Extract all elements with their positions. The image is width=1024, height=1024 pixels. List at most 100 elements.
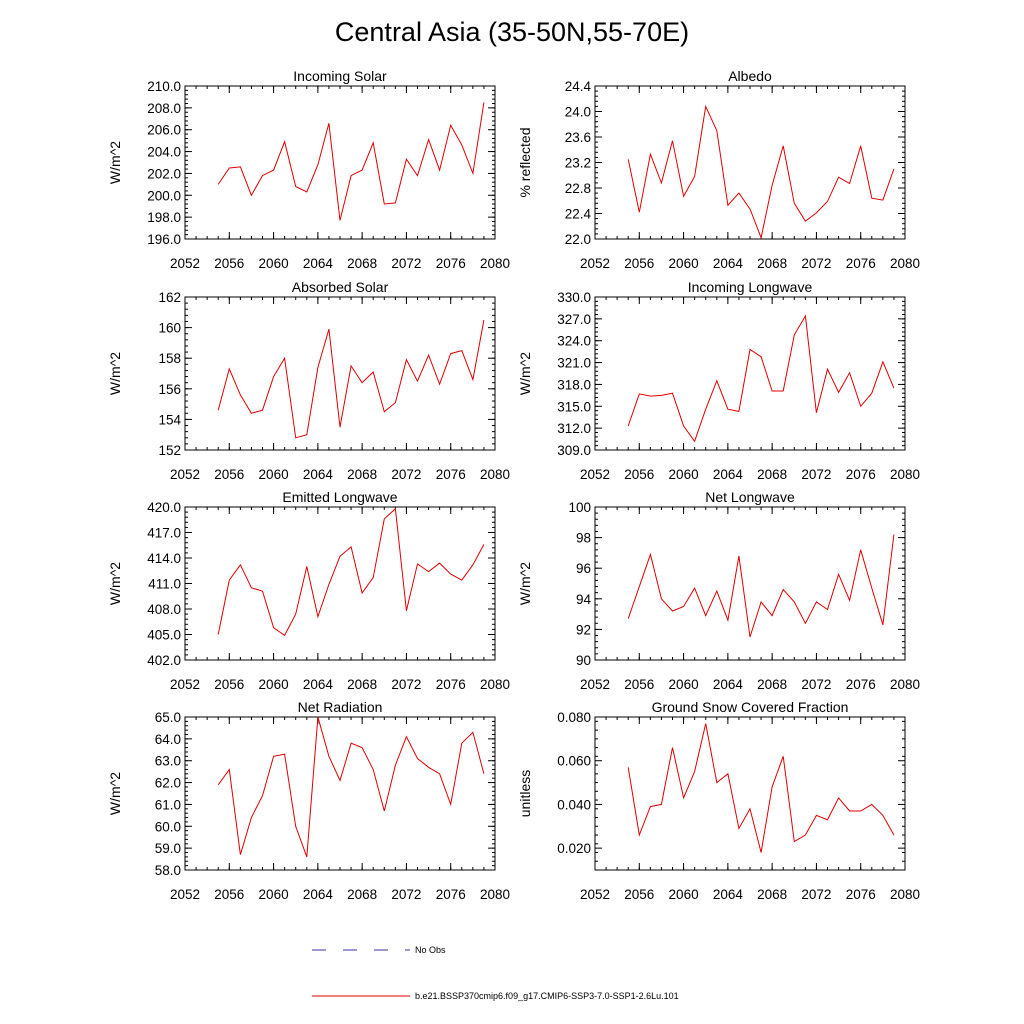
- x-tick-label: 2060: [669, 467, 699, 482]
- plot-frame: [184, 506, 496, 661]
- series-line: [217, 102, 485, 221]
- x-tick-label: 2080: [890, 467, 920, 482]
- figure-title: Central Asia (35-50N,55-70E): [335, 17, 689, 47]
- y-tick-label: 0.040: [557, 797, 591, 812]
- panel: 2052 2056 2060 2064 2068 2072 2076 2080 309.0 312…: [517, 279, 920, 482]
- x-tick-label: 2064: [713, 256, 744, 271]
- x-tick-label: 2072: [391, 677, 421, 692]
- y-tick-label: 61.0: [155, 797, 181, 812]
- x-tick-label: 2064: [303, 256, 334, 271]
- y-tick-label: 96: [576, 561, 591, 576]
- panel-title: Incoming Solar: [293, 68, 387, 84]
- x-tick-label: 2056: [214, 887, 244, 902]
- y-axis-label: unitless: [517, 770, 533, 817]
- x-tick-label: 2052: [170, 467, 200, 482]
- series-line: [627, 534, 895, 638]
- legend: No Obs b.e21.BSSP370cmip6.f09_g17.CMIP6-…: [312, 945, 679, 1001]
- y-tick-label: 58.0: [155, 863, 181, 878]
- x-tick-label: 2060: [669, 256, 699, 271]
- panel: 2052 2056 2060 2064 2068 2072 2076 2080 22.0 22.4…: [517, 68, 920, 271]
- x-tick-label: 2068: [757, 677, 787, 692]
- x-tick-label: 2076: [846, 887, 876, 902]
- panel-title: Incoming Longwave: [688, 279, 813, 295]
- y-tick-label: 405.0: [147, 628, 181, 643]
- panel: 2052 2056 2060 2064 2068 2072 2076 2080 196.0 198…: [107, 68, 510, 271]
- y-tick-label: 402.0: [147, 653, 181, 668]
- y-tick-label: 100: [568, 500, 591, 515]
- y-tick-label: 198.0: [147, 210, 181, 225]
- y-tick-label: 420.0: [147, 500, 181, 515]
- x-tick-label: 2068: [347, 677, 377, 692]
- x-tick-label: 2072: [801, 467, 831, 482]
- x-tick-label: 2064: [303, 467, 334, 482]
- x-tick-label: 2076: [846, 256, 876, 271]
- x-tick-label: 2068: [347, 887, 377, 902]
- x-tick-label: 2076: [846, 677, 876, 692]
- x-tick-label: 2064: [303, 677, 334, 692]
- x-tick-label: 2076: [436, 256, 466, 271]
- y-tick-label: 202.0: [147, 166, 181, 181]
- x-tick-label: 2060: [259, 887, 289, 902]
- legend-obs-label: No Obs: [415, 945, 446, 955]
- x-tick-label: 2052: [580, 887, 610, 902]
- y-tick-label: 92: [576, 622, 591, 637]
- y-axis-label: W/m^2: [517, 562, 533, 605]
- x-tick-label: 2080: [890, 887, 920, 902]
- y-tick-label: 318.0: [557, 377, 591, 392]
- x-tick-label: 2068: [757, 467, 787, 482]
- x-tick-label: 2056: [624, 887, 654, 902]
- plot-frame: [184, 716, 496, 871]
- y-tick-label: 196.0: [147, 232, 181, 247]
- y-tick-label: 63.0: [155, 754, 181, 769]
- y-tick-label: 408.0: [147, 602, 181, 617]
- x-tick-label: 2080: [890, 256, 920, 271]
- x-tick-label: 2056: [624, 467, 654, 482]
- y-axis-label: W/m^2: [107, 562, 123, 605]
- y-tick-label: 24.0: [565, 105, 591, 120]
- y-tick-label: 312.0: [557, 421, 591, 436]
- plot-frame: [594, 296, 906, 451]
- y-tick-label: 0.060: [557, 754, 591, 769]
- series-line: [627, 723, 895, 853]
- x-tick-label: 2072: [801, 887, 831, 902]
- y-tick-label: 158: [158, 351, 181, 366]
- panel-title: Net Radiation: [298, 699, 383, 715]
- x-tick-label: 2060: [259, 677, 289, 692]
- series-line: [627, 104, 895, 240]
- panel-title: Emitted Longwave: [282, 489, 397, 505]
- y-tick-label: 414.0: [147, 551, 181, 566]
- y-tick-label: 94: [576, 592, 592, 607]
- panel-title: Ground Snow Covered Fraction: [652, 699, 849, 715]
- y-tick-label: 23.6: [565, 130, 591, 145]
- y-tick-label: 24.4: [565, 79, 592, 94]
- x-tick-label: 2072: [391, 467, 421, 482]
- x-tick-label: 2076: [436, 887, 466, 902]
- y-tick-label: 324.0: [557, 334, 591, 349]
- y-tick-label: 330.0: [557, 290, 591, 305]
- x-tick-label: 2080: [480, 467, 510, 482]
- x-tick-label: 2064: [713, 677, 744, 692]
- y-axis-label: % reflected: [517, 127, 533, 197]
- panel-title: Albedo: [728, 68, 772, 84]
- x-tick-label: 2052: [580, 256, 610, 271]
- x-tick-label: 2056: [214, 467, 244, 482]
- y-tick-label: 64.0: [155, 732, 181, 747]
- x-tick-label: 2064: [303, 887, 334, 902]
- x-tick-label: 2056: [214, 677, 244, 692]
- y-tick-label: 0.020: [557, 841, 591, 856]
- x-tick-label: 2080: [480, 256, 510, 271]
- x-tick-label: 2052: [170, 677, 200, 692]
- y-tick-label: 98: [576, 531, 591, 546]
- y-axis-label: W/m^2: [107, 141, 123, 184]
- y-tick-label: 65.0: [155, 710, 181, 725]
- plot-frame: [594, 85, 906, 240]
- y-tick-label: 59.0: [155, 841, 181, 856]
- series-line: [217, 319, 485, 439]
- y-tick-label: 411.0: [148, 577, 181, 592]
- panel-title: Absorbed Solar: [292, 279, 389, 295]
- y-tick-label: 22.8: [565, 181, 591, 196]
- x-tick-label: 2076: [436, 677, 466, 692]
- series-line: [627, 314, 895, 443]
- panel: 2052 2056 2060 2064 2068 2072 2076 2080 58.0 59.0…: [107, 699, 510, 902]
